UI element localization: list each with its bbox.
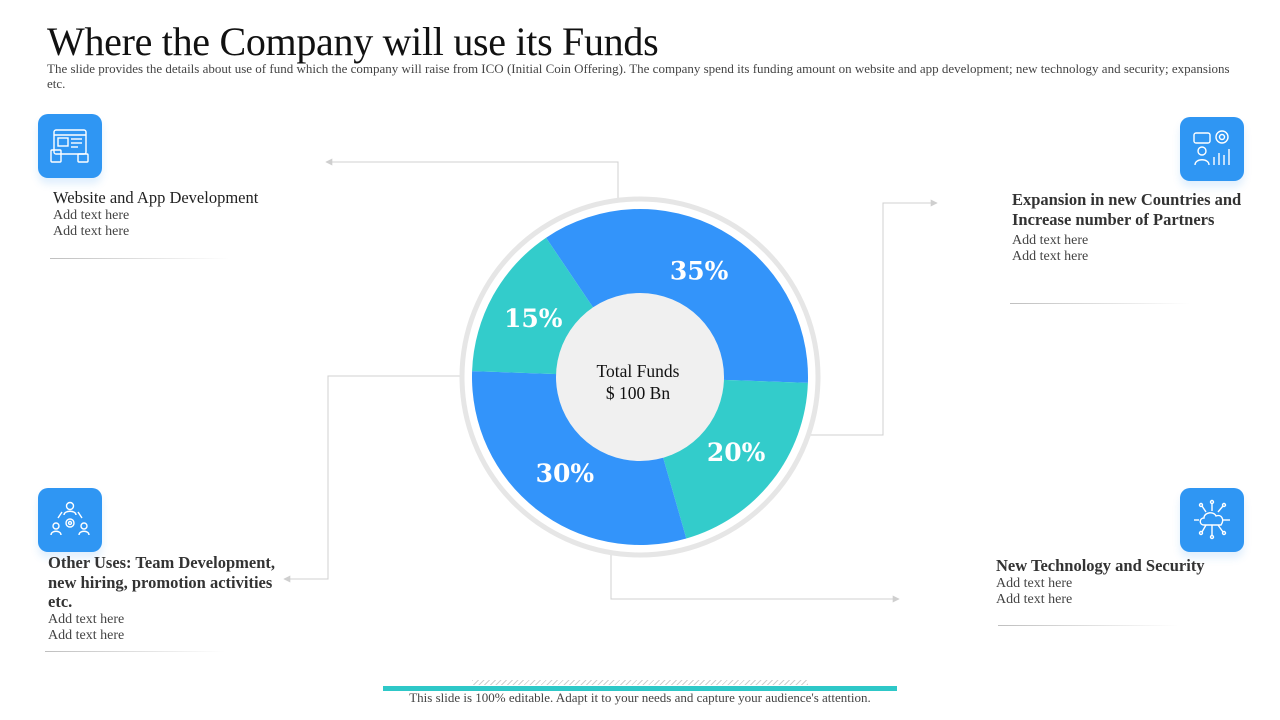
other-icon-box: [38, 488, 102, 552]
web-design-icon: [50, 129, 89, 163]
other-text-1: Add text here: [48, 611, 125, 627]
website-text-1: Add text here: [53, 207, 130, 223]
center-label-value: $ 100 Bn: [605, 383, 671, 403]
slice-label-expansion: 20%: [707, 438, 766, 467]
slice-label-other: 15%: [504, 304, 563, 333]
slice-label-website: 35%: [670, 256, 729, 285]
footer-hatch: [472, 680, 808, 685]
other-heading: Other Uses: Team Development, new hiring…: [48, 553, 276, 611]
website-block: Website and App Development Add text her…: [53, 188, 313, 240]
website-text-2: Add text here: [53, 223, 130, 239]
page-title: Where the Company will use its Funds: [47, 19, 659, 64]
center-label-title: Total Funds: [596, 361, 680, 381]
website-divider: [50, 258, 230, 259]
technology-heading: New Technology and Security: [996, 556, 1205, 575]
page-subtitle: The slide provides the details about use…: [47, 61, 1230, 91]
other-block: Other Uses: Team Development, new hiring…: [48, 553, 288, 644]
slice-label-technology: 30%: [536, 459, 595, 488]
business-growth-icon: [1193, 130, 1230, 166]
technology-text-2: Add text here: [996, 591, 1073, 607]
expansion-block: Expansion in new Countries and Increase …: [1012, 190, 1252, 265]
website-icon-box: [38, 114, 102, 178]
expansion-icon-box: [1180, 117, 1244, 181]
cloud-technology-icon: [1194, 499, 1230, 540]
slice-website: [546, 208, 808, 383]
technology-icon-box: [1180, 488, 1244, 552]
footer-bar: [383, 686, 897, 691]
technology-block: New Technology and Security Add text her…: [996, 556, 1266, 608]
chart-center-circle: [556, 293, 724, 461]
team-network-icon: [50, 501, 90, 536]
website-heading: Website and App Development: [53, 188, 259, 207]
other-divider: [45, 651, 225, 652]
expansion-divider: [1010, 303, 1190, 304]
expansion-text-2: Add text here: [1012, 249, 1089, 264]
expansion-heading: Expansion in new Countries and Increase …: [1012, 190, 1242, 229]
expansion-text-1: Add text here: [1012, 233, 1089, 248]
other-text-2: Add text here: [48, 627, 125, 643]
technology-divider: [998, 625, 1178, 626]
footer-text: This slide is 100% editable. Adapt it to…: [409, 690, 871, 705]
center-label: Total Funds $ 100 Bn: [568, 360, 708, 404]
technology-text-1: Add text here: [996, 575, 1073, 591]
